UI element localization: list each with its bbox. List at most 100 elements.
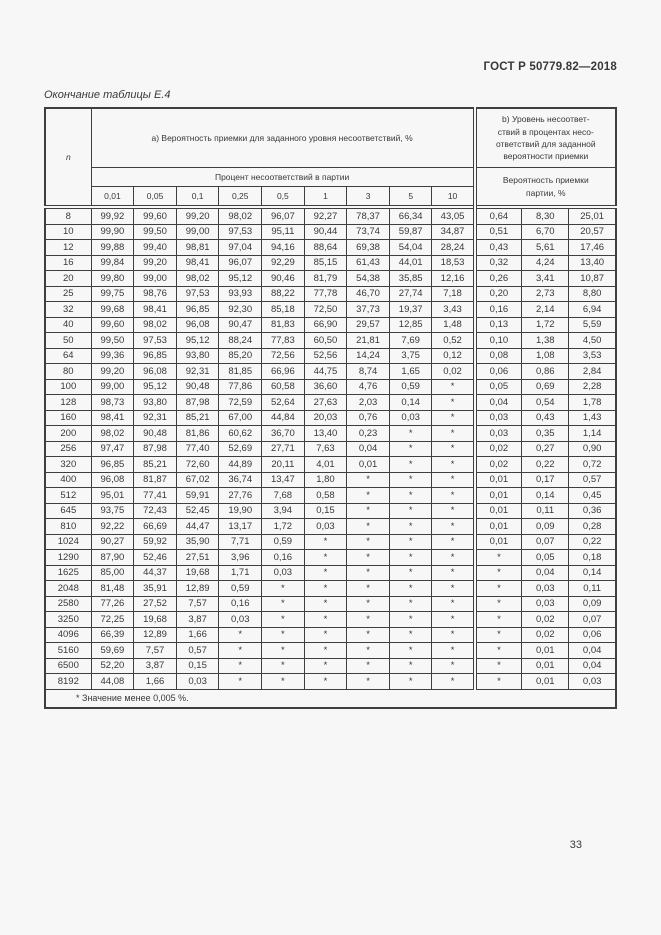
sample-size-cell: 1290 [44,549,92,566]
acceptance-probability-cell: 0,15 [175,657,220,674]
acceptance-probability-cell: 99,92 [90,206,135,225]
acceptance-probability-cell: 93,75 [90,502,135,519]
sample-size-cell: 810 [44,518,92,535]
acceptance-probability-cell: 27,76 [218,487,263,504]
acceptance-probability-cell: * [431,673,476,690]
table-row: 80 99,20 96,08 92,31 81,85 66,96 44,75 8,74 1,65… [44,363,617,380]
acceptance-probability-cell: 99,80 [90,270,135,287]
nonconformity-level-cell: 1,38 [521,332,570,349]
acceptance-probability-cell: 0,16 [261,549,305,566]
acceptance-probability-cell: * [303,564,348,581]
acceptance-probability-cell: 81,85 [218,363,263,380]
page-number: 33 [569,839,582,851]
sample-size-cell: 64 [44,347,92,364]
acceptance-probability-cell: 13,17 [218,518,263,535]
acceptance-probability-cell: 98,02 [90,425,135,442]
sample-size-cell: 160 [44,409,92,426]
sample-size-cell: 3250 [44,611,92,628]
nonconformity-level-cell: 0,32 [472,254,523,271]
table-row: 6500 52,20 3,87 0,15 * * * * * * * 0,01 0,04 [44,657,617,674]
acceptance-probability-cell: 99,20 [133,254,177,271]
acceptance-probability-cell: 66,90 [303,316,348,333]
acceptance-probability-cell: 81,86 [175,425,220,442]
acceptance-probability-cell: 99,00 [133,270,177,287]
acceptance-probability-cell: 44,47 [175,518,220,535]
table-caption: Окончание таблицы Е.4 [44,89,171,101]
acceptance-probability-cell: 92,31 [175,363,220,380]
table-row: 8192 44,08 1,66 0,03 * * * * * * * 0,01 0,03 [44,673,617,690]
acceptance-probability-cell: 95,12 [133,378,177,395]
acceptance-probability-cell: 97,53 [218,223,263,240]
acceptance-probability-cell: 27,74 [388,285,433,302]
acceptance-probability-cell: 85,21 [175,409,220,426]
acceptance-probability-cell: 77,78 [303,285,348,302]
acceptance-probability-cell: 98,02 [175,270,220,287]
sample-size-cell: 50 [44,332,92,349]
acceptance-probability-cell: 98,41 [133,301,177,318]
nonconformity-level-cell: 8,30 [521,206,570,225]
acceptance-probability-cell: 99,60 [90,316,135,333]
acceptance-probability-cell: * [388,595,433,612]
acceptance-probability-cell: 21,81 [346,332,390,349]
acceptance-probability-cell: * [261,657,305,674]
acceptance-probability-cell: 0,59 [261,533,305,550]
acceptance-probability-cell: * [388,518,433,535]
acceptance-probability-cell: 3,87 [175,611,220,628]
table-row: 2580 77,26 27,52 7,57 0,16 * * * * * * 0,03 0,09 [44,595,617,612]
acceptance-probability-cell: 29,57 [346,316,390,333]
nonconformity-level-cell: 0,27 [521,440,570,457]
acceptance-probability-cell: * [388,642,433,659]
table-row: 4096 66,39 12,89 1,66 * * * * * * * 0,02 0,06 [44,626,617,643]
table-row: 645 93,75 72,43 52,45 19,90 3,94 0,15 * * * 0,01 0,… [44,502,617,519]
nonconformity-level-cell: 0,18 [568,549,617,566]
acceptance-probability-cell: * [303,657,348,674]
nonconformity-level-cell: 0,04 [472,394,523,411]
acceptance-probability-cell: 97,53 [133,332,177,349]
acceptance-probability-cell: * [431,626,476,643]
acceptance-probability-cell: 3,75 [388,347,433,364]
sample-size-cell: 1024 [44,533,92,550]
acceptance-probability-cell: * [388,626,433,643]
acceptance-probability-cell: 72,50 [303,301,348,318]
acceptance-probability-cell: 43,05 [431,206,476,225]
acceptance-probability-cell: 85,20 [218,347,263,364]
acceptance-probability-cell: 96,85 [90,456,135,473]
nonconformity-level-cell: 0,01 [472,518,523,535]
table-row: 8 99,92 99,60 99,20 98,02 96,07 92,27 78,37 66,3… [44,206,617,225]
acceptance-probability-cell: 92,30 [218,301,263,318]
nonconformity-level-cell: 0,43 [472,239,523,256]
acceptance-probability-cell: 88,24 [218,332,263,349]
acceptance-probability-cell: 52,20 [90,657,135,674]
nonconformity-level-cell: 4,50 [568,332,617,349]
percent-column-header: 0,5 [261,186,305,208]
nonconformity-level-cell: 0,43 [521,409,570,426]
acceptance-probability-cell: 77,41 [133,487,177,504]
acceptance-probability-cell: * [303,549,348,566]
nonconformity-level-cell: 0,01 [521,642,570,659]
acceptance-probability-cell: 72,43 [133,502,177,519]
acceptance-probability-cell: * [346,580,390,597]
table-row: 5160 59,69 7,57 0,57 * * * * * * * 0,01 0,04 [44,642,617,659]
acceptance-probability-cell: * [431,642,476,659]
acceptance-probability-cell: 1,72 [261,518,305,535]
acceptance-probability-cell: 94,16 [261,239,305,256]
acceptance-probability-cell: 44,37 [133,564,177,581]
nonconformity-level-cell: 6,94 [568,301,617,318]
nonconformity-level-cell: 4,24 [521,254,570,271]
acceptance-probability-cell: * [388,673,433,690]
nonconformity-level-cell: 2,84 [568,363,617,380]
nonconformity-level-cell: 0,17 [521,471,570,488]
acceptance-probability-cell: 99,84 [90,254,135,271]
acceptance-probability-cell: * [303,673,348,690]
nonconformity-level-cell: 0,01 [472,487,523,504]
acceptance-probability-cell: 93,80 [133,394,177,411]
acceptance-probability-cell: 61,43 [346,254,390,271]
acceptance-probability-cell: 52,69 [218,440,263,457]
percent-columns-row: 0,01 0,05 0,1 0,25 0,5 1 3 5 10 [45,186,616,208]
acceptance-probability-cell: 95,01 [90,487,135,504]
sample-size-cell: 100 [44,378,92,395]
table-row: 160 98,41 92,31 85,21 67,00 44,84 20,03 0,76 0,0… [44,409,617,426]
nonconformity-level-cell: 0,01 [472,502,523,519]
nonconformity-level-cell: 3,53 [568,347,617,364]
